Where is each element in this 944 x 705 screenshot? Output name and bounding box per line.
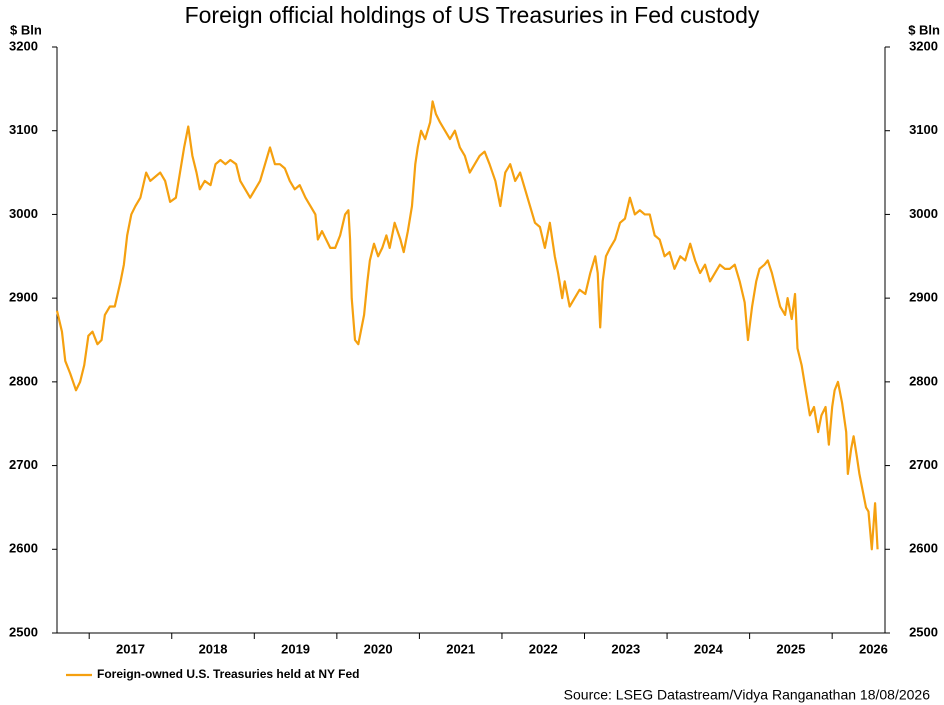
- data-line: [55, 100, 879, 551]
- y-tick-label: 2700: [9, 457, 38, 472]
- y-tick-label: 2800: [9, 373, 38, 388]
- x-tick-label: 2021: [446, 641, 475, 656]
- x-tick-label: 2022: [529, 641, 558, 656]
- y2-tick-label: 2700: [909, 457, 938, 472]
- y2-tick-label: 3200: [909, 38, 938, 53]
- y2-tick-label: 2600: [909, 541, 938, 556]
- y-tick-label: 2500: [9, 624, 38, 639]
- x-tick-label: 2025: [776, 641, 805, 656]
- x-tick-label: 2019: [281, 641, 310, 656]
- x-tick-label: 2017: [116, 641, 145, 656]
- x-tick-label: 2024: [694, 641, 724, 656]
- y2-tick-label: 2900: [909, 290, 938, 305]
- y-tick-label: 3000: [9, 206, 38, 221]
- y2-tick-label: 2500: [909, 624, 938, 639]
- y-tick-label: 2600: [9, 541, 38, 556]
- source: Source: LSEG Datastream/Vidya Ranganatha…: [564, 687, 931, 703]
- legend-label: Foreign-owned U.S. Treasuries held at NY…: [97, 667, 360, 681]
- y-tick-label: 2900: [9, 290, 38, 305]
- y-tick-label: 3100: [9, 122, 38, 137]
- x-tick-label: 2018: [199, 641, 228, 656]
- y2-tick-label: 3000: [909, 206, 938, 221]
- chart-title: Foreign official holdings of US Treasuri…: [185, 2, 760, 28]
- y2-tick-label: 2800: [909, 373, 938, 388]
- y-tick-label: 3200: [9, 38, 38, 53]
- x-tick-label: 2026: [859, 641, 888, 656]
- y2-axis-label: $ Bln: [908, 22, 940, 37]
- x-tick-label: 2023: [611, 641, 640, 656]
- y2-tick-label: 3100: [909, 122, 938, 137]
- y-axis-label: $ Bln: [10, 22, 42, 37]
- x-tick-label: 2020: [364, 641, 393, 656]
